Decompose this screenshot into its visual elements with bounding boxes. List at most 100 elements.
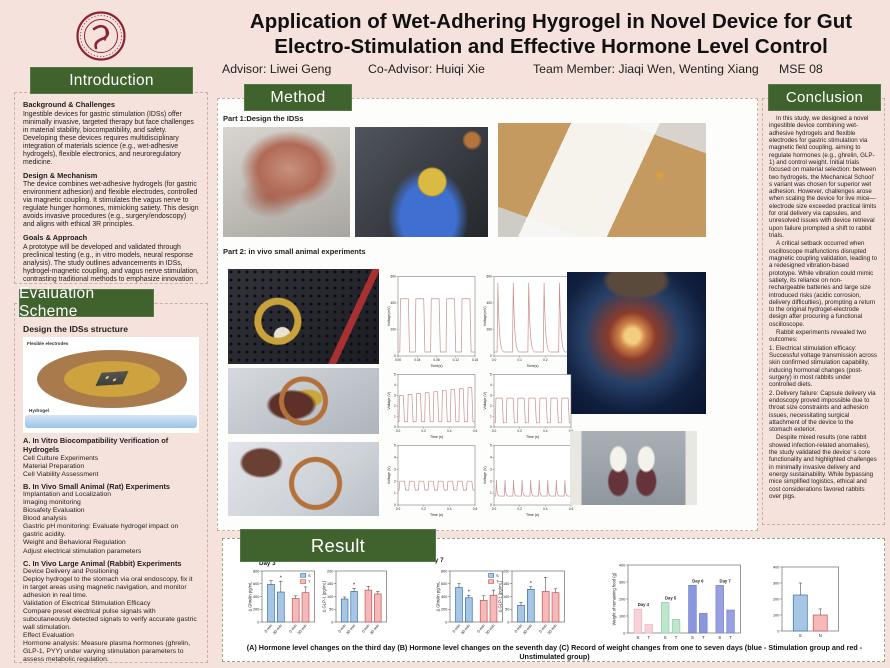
svg-text:T: T (647, 635, 650, 640)
eval-line: Cell Viability Assessment (23, 470, 99, 478)
svg-text:S: S (308, 573, 311, 578)
svg-text:Time (s): Time (s) (430, 435, 443, 439)
poster-title-line1: Application of Wet-Adhering Hygrogel in … (249, 10, 853, 33)
svg-text:50: 50 (505, 608, 509, 612)
eval-heading-c: C. In Vivo Large Animal (Rabbit) Experim… (23, 558, 182, 568)
svg-text:Day 6: Day 6 (692, 578, 704, 583)
tissue-layer-bar (25, 415, 197, 429)
svg-text:T: T (675, 635, 678, 640)
svg-text:0.04: 0.04 (414, 358, 420, 362)
svg-text:3: 3 (490, 394, 492, 398)
svg-text:150: 150 (327, 582, 333, 586)
waveform-plot-6: 0 1 2 3 4 5 0.0 0.2 0.4 0.6 Voltage (V) Time (s) (482, 442, 574, 517)
svg-text:5: 5 (394, 373, 396, 377)
co-advisor-text: Co-Advisor: Huiqi Xie (368, 62, 485, 76)
svg-text:600: 600 (390, 275, 396, 279)
photo-surgery-operating-field (567, 272, 706, 414)
svg-text:*: * (280, 576, 283, 582)
eval-line: Implantation and Localization (23, 491, 112, 499)
eval-line: Cell Culture Experiments (23, 454, 99, 462)
svg-text:0 min: 0 min (476, 623, 486, 634)
svg-text:Voltage (V): Voltage (V) (483, 392, 487, 410)
svg-text:800: 800 (253, 569, 259, 573)
section-header-conclusion: Conclusion (768, 84, 881, 111)
svg-text:Voltage (V): Voltage (V) (483, 466, 487, 484)
svg-text:400: 400 (253, 595, 259, 599)
hydrogel-outer-ellipse (37, 350, 187, 409)
eval-line: Imaging monitoring (23, 499, 81, 507)
svg-text:0: 0 (507, 620, 509, 624)
method-panel: Part 1:Design the IDSs Part 2: in vivo s… (217, 98, 758, 531)
svg-text:0: 0 (257, 620, 259, 624)
svg-text:Voltage(mV): Voltage(mV) (387, 306, 391, 326)
svg-text:T: T (308, 579, 311, 584)
advisor-text: Advisor: Liwei Geng (222, 62, 332, 76)
section-header-result: Result (240, 529, 436, 562)
svg-text:T: T (496, 579, 499, 584)
svg-text:200: 200 (619, 597, 625, 601)
conclusion-paragraph: Rabbit experiments revealed two outcomes… (769, 329, 867, 344)
photo-coil-on-drape (228, 442, 379, 516)
svg-text:50: 50 (329, 608, 333, 612)
svg-text:200: 200 (441, 608, 447, 612)
svg-text:600: 600 (441, 582, 447, 586)
eval-line: Validation of Electrical Stimulation Eff… (23, 600, 151, 608)
svg-text:0 min: 0 min (288, 623, 298, 634)
intro-block-goals: Goals & Approach A prototype will be dev… (23, 234, 199, 283)
svg-text:Δ GLP-1 (pg/mL): Δ GLP-1 (pg/mL) (321, 580, 326, 612)
waveform-plot-1: 0 200 400 600 0.00 0.04 0.08 0.12 0.16 Voltage(mV… (386, 273, 479, 368)
svg-text:2: 2 (394, 404, 396, 408)
svg-text:0: 0 (490, 425, 492, 429)
intro-heading-background: Background & Challenges (23, 100, 115, 109)
svg-text:0.2: 0.2 (517, 507, 522, 511)
eval-line: Gastric pH monitoring: Evaluate hydrogel… (23, 523, 179, 539)
chart-day3-glp1: 0 50 100 150 200 0 min * 30 min 0 min 30 min Δ GLP… (321, 565, 389, 641)
svg-text:0: 0 (394, 354, 396, 358)
svg-text:5: 5 (490, 444, 492, 448)
svg-text:0.2: 0.2 (421, 507, 426, 511)
eval-line: Effect Evaluation (23, 632, 74, 640)
chart-day7-ghrelin: 0 200 400 600 800 0 min * 30 min 0 min 30 min S T Δ … (435, 565, 505, 641)
conclusion-panel: In this study, we designed a novel inges… (762, 98, 885, 525)
svg-text:30 min: 30 min (546, 623, 558, 635)
eval-line: Material Preparation (23, 462, 85, 470)
svg-text:150: 150 (503, 582, 509, 586)
svg-text:100: 100 (327, 595, 333, 599)
hydrogel-inner-ellipse (64, 361, 160, 398)
svg-text:0.4: 0.4 (543, 507, 548, 511)
eval-block-c: C. In Vivo Large Animal (Rabbit) Experim… (23, 558, 199, 662)
svg-text:0: 0 (777, 629, 779, 633)
svg-text:4: 4 (490, 456, 492, 460)
svg-text:0: 0 (394, 425, 396, 429)
svg-text:S: S (718, 635, 721, 640)
svg-text:400: 400 (619, 563, 625, 567)
svg-text:0 min: 0 min (538, 623, 548, 634)
svg-text:200: 200 (390, 328, 396, 332)
svg-text:S: S (496, 573, 499, 578)
eval-heading-a: A. In Vitro Biocompatibility Verificatio… (23, 436, 169, 454)
svg-text:Voltage(mV): Voltage(mV) (483, 306, 487, 326)
method-part1-label: Part 1:Design the IDSs (223, 114, 304, 123)
svg-text:*: * (530, 581, 533, 587)
waveform-plot-5: 0 1 2 3 4 5 0.0 0.2 0.4 0.6 Voltage (V) Time (s) (386, 442, 478, 517)
svg-text:200: 200 (253, 608, 259, 612)
svg-text:T: T (702, 635, 705, 640)
svg-text:0.1: 0.1 (517, 358, 522, 362)
photo-rat-surgery-coil (228, 368, 379, 434)
photo-intestine-tissue (223, 127, 350, 237)
svg-text:100: 100 (619, 614, 625, 618)
university-seal-logo (75, 10, 127, 62)
svg-text:4: 4 (490, 383, 492, 387)
svg-text:4: 4 (394, 383, 396, 387)
svg-text:0 min: 0 min (513, 623, 523, 634)
intro-text-design: The device combines wet-adhesive hydroge… (23, 181, 199, 229)
svg-text:600: 600 (253, 582, 259, 586)
poster-title: Application of Wet-Adhering Hygrogel in … (215, 9, 887, 60)
svg-text:4: 4 (394, 456, 396, 460)
conclusion-paragraph: A critical setback occurred when oscillo… (769, 240, 878, 328)
svg-text:0 min: 0 min (361, 623, 371, 634)
svg-text:0.6: 0.6 (569, 429, 574, 433)
waveform-plot-4: 0 1 2 3 4 5 0.0 0.2 0.4 0.6 Voltage (V) Time (s) (482, 371, 574, 439)
eval-line: Deploy hydrogel to the stomach via oral … (23, 576, 193, 600)
svg-text:0.08: 0.08 (433, 358, 439, 362)
